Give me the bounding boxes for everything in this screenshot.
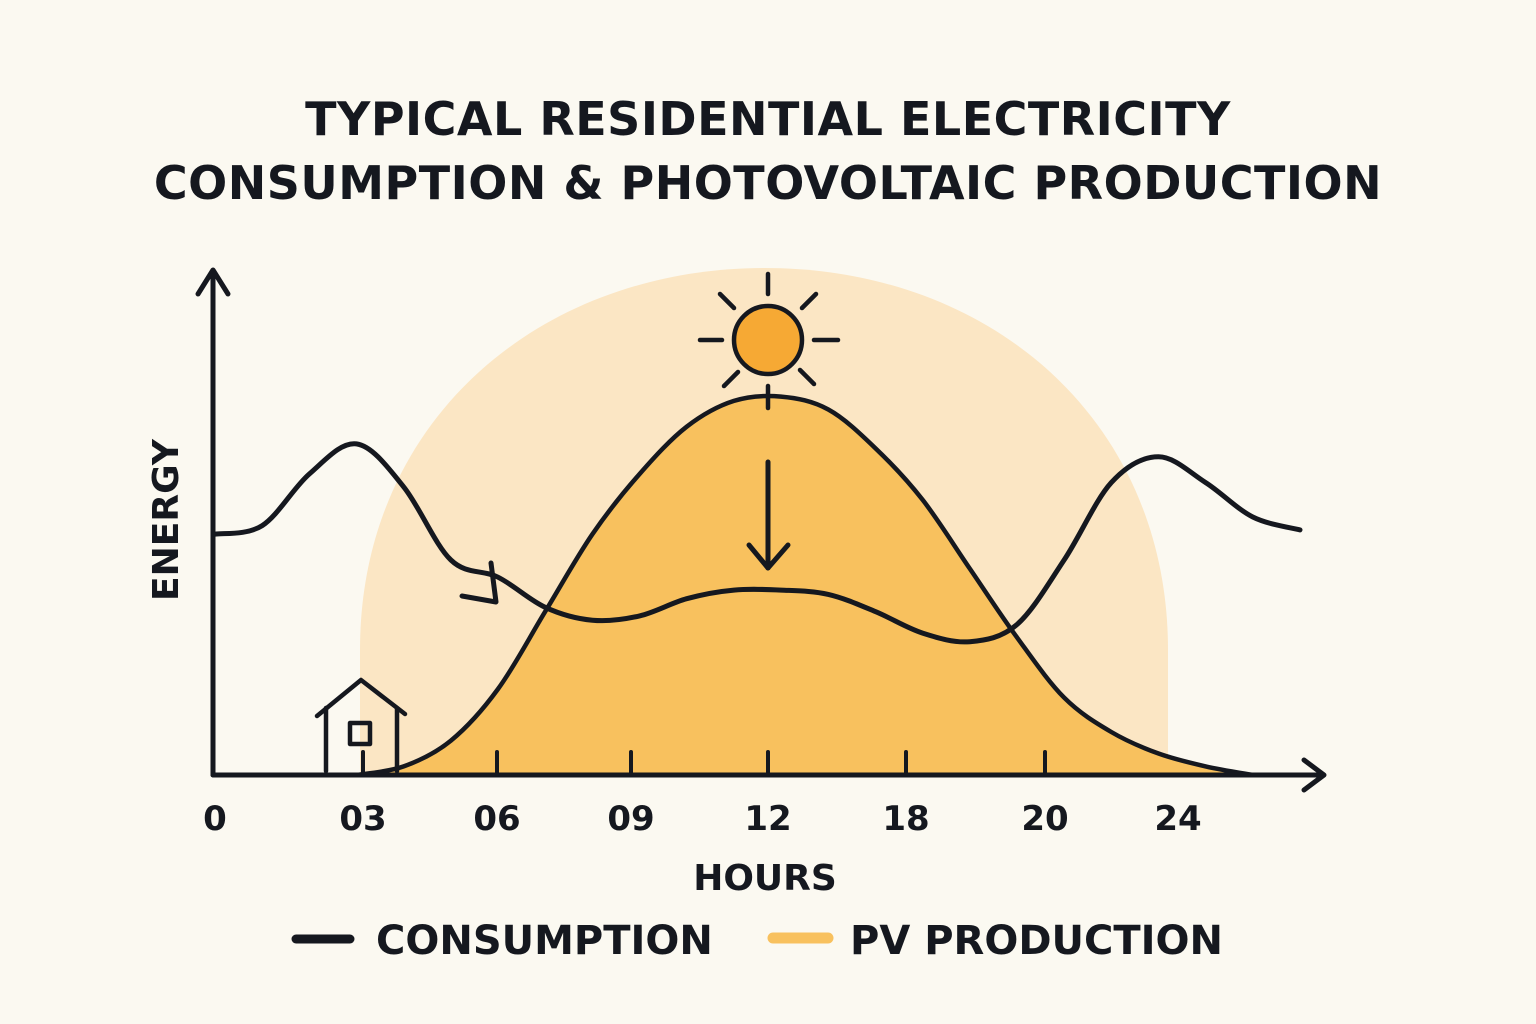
legend-pv-label: PV PRODUCTION (850, 918, 1223, 964)
pv-production-area (356, 395, 1253, 775)
down-arrow-icon (746, 459, 791, 571)
legend: CONSUMPTION PV PRODUCTION (291, 918, 1223, 964)
x-tick-label: 06 (473, 799, 520, 839)
consumption-line (212, 441, 1303, 645)
x-tick-marks (361, 750, 1047, 777)
x-tick-labels: 0 03 06 09 12 18 20 24 (203, 799, 1202, 839)
x-tick-label: 24 (1154, 799, 1201, 839)
x-tick-label: 20 (1021, 799, 1068, 839)
x-tick-label: 0 (203, 799, 227, 839)
pv-production-outline (354, 393, 1256, 778)
x-tick-label: 12 (744, 799, 791, 839)
house-icon (314, 677, 408, 774)
x-axis-label: HOURS (693, 858, 837, 899)
consumption-arrowhead-icon (459, 560, 499, 605)
y-axis (195, 267, 231, 778)
x-tick-label: 09 (607, 799, 654, 839)
chart-title-line1: TYPICAL RESIDENTIAL ELECTRICITY (305, 92, 1231, 146)
chart-title-line2: CONSUMPTION & PHOTOVOLTAIC PRODUCTION (153, 156, 1383, 210)
x-tick-label: 18 (882, 799, 929, 839)
sun-icon (697, 271, 841, 411)
x-tick-label: 03 (339, 799, 386, 839)
legend-consumption-label: CONSUMPTION (376, 918, 713, 964)
y-axis-label: ENERGY (146, 438, 187, 601)
